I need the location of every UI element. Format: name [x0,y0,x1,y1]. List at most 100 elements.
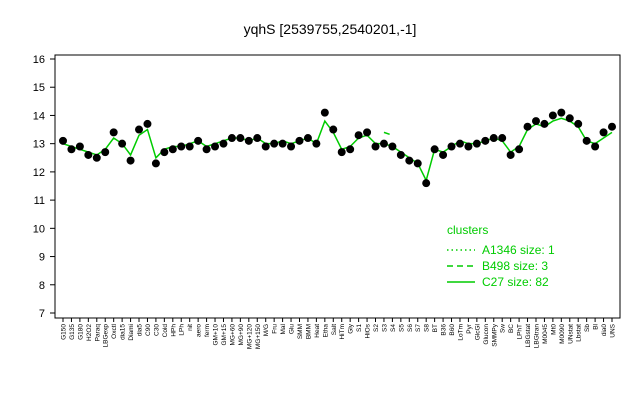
data-point [548,111,557,120]
x-tick-label: S2 [373,324,380,332]
data-point [287,142,296,151]
x-tick-label: B36 [441,324,448,336]
data-point [109,128,118,137]
x-tick-label: LBGstat [525,324,532,348]
x-tick-label: S6 [407,324,414,332]
x-tick-label: Etha [322,324,329,338]
legend-label: C27 size: 82 [482,275,549,289]
data-point [574,119,583,128]
x-tick-label: BC [508,324,515,333]
data-point [405,156,414,165]
data-point [363,128,372,137]
x-tick-label: S4 [390,324,397,332]
x-tick-label: S8 [424,324,431,332]
chart-title: yqhS [2539755,2540201,-1] [244,21,417,37]
x-tick-label: GM+15 [221,324,228,346]
data-point [118,139,127,148]
data-point [312,139,321,148]
y-tick-label: 14 [33,110,45,122]
data-point [489,134,498,143]
data-point [227,134,236,143]
data-point [75,142,84,151]
data-point [439,150,448,159]
data-point [59,136,67,145]
x-tick-label: M/G [263,324,270,336]
data-point [413,159,422,168]
data-point [354,131,363,140]
data-point [515,145,524,154]
x-tick-label: LPhT [517,324,524,340]
data-point [472,139,481,148]
x-tick-label: G150 [61,324,68,340]
data-point [194,136,203,145]
x-tick-label: S7 [415,324,422,332]
y-tick-label: 10 [33,223,45,235]
data-point [92,153,101,162]
data-point [557,108,566,117]
x-tick-label: dia15 [120,324,127,340]
x-tick-label: H2O2 [86,324,93,341]
data-point [261,142,270,151]
y-tick-label: 13 [33,139,45,151]
y-tick-label: 11 [34,195,45,207]
data-point [388,142,397,151]
y-tick-label: 7 [39,308,45,320]
x-tick-label: Lbstat [576,324,583,342]
data-point [608,122,616,131]
x-tick-label: Mal [280,323,287,334]
x-tick-label: Paraq [94,324,101,342]
data-point [320,108,329,117]
x-tick-label: M0090 [559,324,566,344]
x-tick-label: B60 [449,324,456,336]
x-tick-label: HPh [170,324,177,337]
x-tick-label: Oxctl [111,323,118,338]
series-line [383,131,393,136]
data-point [337,148,346,157]
x-tick-label: dia5 [137,324,144,337]
data-point [278,139,287,148]
data-point [464,142,473,151]
data-point [211,142,220,151]
data-point [244,136,253,145]
y-tick-label: 8 [39,280,45,292]
data-point [371,142,380,151]
x-tick-label: Bl [593,323,600,329]
x-tick-label: UNstat [567,324,574,344]
y-tick-label: 9 [39,252,45,264]
x-tick-label: G135 [69,324,76,340]
x-tick-label: ferm [204,324,211,337]
x-tick-label: LBGtran [533,324,540,349]
x-tick-label: BMM [305,324,312,339]
data-point [168,145,177,154]
x-tick-label: Fru [272,324,279,334]
data-point [481,136,490,145]
x-tick-label: nit [187,324,194,331]
x-tick-label: LPh [179,324,186,336]
x-tick-label: HiOs [365,323,372,338]
data-point [498,134,507,143]
x-tick-label: Salt [331,324,338,335]
x-tick-label: Sb [584,324,591,332]
x-tick-label: MG+60 [229,324,236,346]
data-point [219,139,228,148]
x-tick-label: LBGexp [103,324,110,348]
y-tick-label: 16 [33,54,45,66]
data-point [84,150,93,159]
data-point [303,134,312,143]
y-tick-label: 12 [33,167,45,179]
data-point [202,145,211,154]
y-tick-label: 15 [33,82,45,94]
x-tick-label: Cold [162,324,169,338]
legend-title: clusters [447,223,488,237]
x-tick-label: dia0 [601,324,608,337]
x-tick-label: UNS [610,323,617,337]
x-tick-label: BT [432,324,439,332]
x-tick-label: C90 [145,324,152,336]
data-point [236,134,245,143]
data-point [531,117,540,126]
x-tick-label: LoTm [457,324,464,341]
x-tick-label: Glucon [483,324,490,345]
x-tick-label: S5 [398,324,405,332]
x-tick-label: Pyr [466,323,473,334]
data-point [160,148,169,157]
